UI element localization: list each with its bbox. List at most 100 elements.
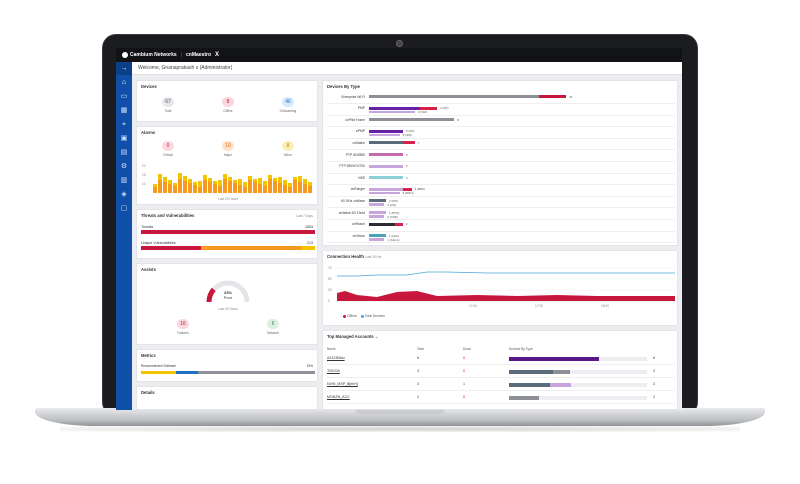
device-type-sub-bar[interactable] (369, 133, 400, 137)
welcome-text: Welcome, Gnanaprakash s (Administrator) (138, 65, 233, 71)
devices-total-badge[interactable]: 67 (162, 97, 174, 107)
alarm-bar-major (253, 182, 257, 193)
device-type-bar[interactable] (369, 153, 403, 156)
device-type-sub-bar[interactable] (369, 110, 415, 114)
grid-icon[interactable]: ▦ (120, 107, 128, 114)
device-type-bar[interactable] (369, 176, 403, 180)
details-title: Details (141, 390, 155, 395)
alarms-ytick-1: 20 (142, 164, 146, 168)
home-icon[interactable]: ⌂ (121, 79, 127, 86)
device-type-bar[interactable] (369, 118, 454, 122)
account-device-bar[interactable] (509, 382, 551, 387)
device-type-bar[interactable] (369, 164, 403, 168)
device-type-sub-value: 5 (RRH) (402, 191, 414, 196)
device-type-sub-bar[interactable] (369, 215, 385, 218)
account-device-bar-track (569, 369, 647, 374)
row-divider (327, 137, 675, 139)
brand-name: Cambium Networks (130, 52, 177, 58)
alarm-bar-major (238, 185, 242, 193)
alarm-bar-minor (158, 174, 162, 180)
row-divider (327, 161, 675, 162)
device-type-bar[interactable] (369, 199, 386, 203)
col-down[interactable]: Down (463, 347, 472, 351)
devices-title: Devices (141, 84, 157, 89)
device-type-sub-bar[interactable] (369, 191, 400, 195)
assists-network-badge[interactable]: 6 (267, 319, 279, 329)
device-type-bar[interactable] (369, 234, 386, 238)
device-type-bar[interactable] (369, 187, 403, 191)
account-total: 2 (417, 395, 419, 399)
device-type-bar[interactable] (369, 106, 420, 110)
device-type-value: 2 (406, 175, 408, 180)
alarms-card: Alarms 0 Critical 10 Major 8 Minor 20 15… (136, 126, 318, 205)
col-devices-by-type[interactable]: Devices By Type (509, 347, 533, 351)
device-type-bar[interactable] (539, 95, 567, 98)
account-device-bar[interactable] (553, 369, 570, 374)
alarms-critical-badge[interactable]: 0 (162, 141, 174, 151)
calendar-icon[interactable]: ▣ (120, 135, 128, 142)
account-name-link[interactable]: A3123Bldu (327, 356, 345, 360)
account-device-bar[interactable] (550, 382, 572, 387)
devices-offline-badge[interactable]: 8 (222, 97, 234, 107)
device-type-bar[interactable] (394, 222, 403, 226)
map-pin-icon[interactable]: ⌖ (122, 121, 126, 128)
alarm-bar-minor (263, 181, 267, 186)
device-type-sub-bar[interactable] (369, 203, 385, 206)
device-type-label: PTP 820/850 (345, 152, 365, 157)
alarm-bar-minor (253, 179, 257, 182)
alarm-bar-major (208, 182, 212, 193)
devices-onboarding-badge[interactable]: 46 (282, 97, 294, 107)
alarms-caption: Last 24 Hours (218, 197, 238, 201)
account-device-count: 3 (653, 369, 655, 373)
device-type-bar[interactable] (369, 141, 403, 145)
gear-icon[interactable]: ⚙ (120, 163, 128, 170)
account-device-bar[interactable] (509, 356, 599, 361)
brand-logo: Cambium Networks (122, 52, 177, 58)
chevron-down-icon[interactable]: ⌄ (374, 334, 379, 339)
assists-failures-badge[interactable]: 16 (177, 319, 189, 329)
account-name-link[interactable]: NVW_MSP_$[ehH] (327, 382, 358, 386)
alarm-bar-minor (293, 177, 297, 180)
row-divider (327, 230, 675, 232)
expand-sidebar-icon[interactable]: → (116, 62, 132, 75)
threats-title: Threats and Vulnerabilities (141, 213, 195, 218)
device-type-bar[interactable] (403, 141, 415, 145)
col-total[interactable]: Total (417, 347, 424, 351)
doc-icon[interactable]: ▢ (120, 205, 128, 212)
details-card: Details (136, 386, 318, 410)
account-name-link[interactable]: TNOOA (327, 369, 340, 373)
row-divider (327, 377, 675, 378)
device-type-bar[interactable] (369, 95, 539, 98)
account-device-bar-track (571, 382, 647, 387)
monitor-icon[interactable]: ▭ (120, 93, 128, 100)
account-name-link[interactable]: MONZN_ACC (327, 395, 350, 399)
box-icon[interactable]: ▤ (120, 149, 128, 156)
alarm-bar-major (243, 187, 247, 193)
book-icon[interactable]: ▥ (120, 177, 128, 184)
device-type-bar[interactable] (369, 222, 395, 226)
device-type-bar[interactable] (369, 129, 403, 133)
top-bar: Cambium Networks | cnMaestro X (116, 48, 682, 62)
alarms-minor-badge[interactable]: 8 (282, 141, 294, 151)
shield-icon[interactable]: ◈ (121, 191, 127, 198)
device-type-bar[interactable] (420, 106, 437, 110)
alarms-major-badge[interactable]: 10 (222, 141, 234, 151)
device-type-sub-bar[interactable] (369, 238, 385, 241)
product-mark: X (215, 52, 220, 58)
device-type-bar[interactable] (369, 211, 386, 214)
account-device-bar[interactable] (509, 395, 540, 400)
col-name[interactable]: Name (327, 347, 336, 351)
account-device-bar[interactable] (509, 369, 554, 374)
device-type-value: 8 (457, 117, 459, 122)
threats-value: 1653 (305, 225, 313, 229)
device-type-value: 1 (BTS) (389, 210, 400, 215)
alarm-bar-minor (268, 175, 272, 179)
laptop-notch (355, 408, 445, 414)
alarm-bar-minor (238, 179, 242, 185)
device-type-bar[interactable] (403, 187, 412, 191)
account-down: 0 (463, 395, 465, 399)
connection-health-period: Last 24 Hrs (365, 255, 382, 259)
device-type-sub-value: 3 (CPE) (387, 214, 398, 219)
alarm-bar-major (198, 187, 202, 193)
row-divider (327, 149, 675, 150)
